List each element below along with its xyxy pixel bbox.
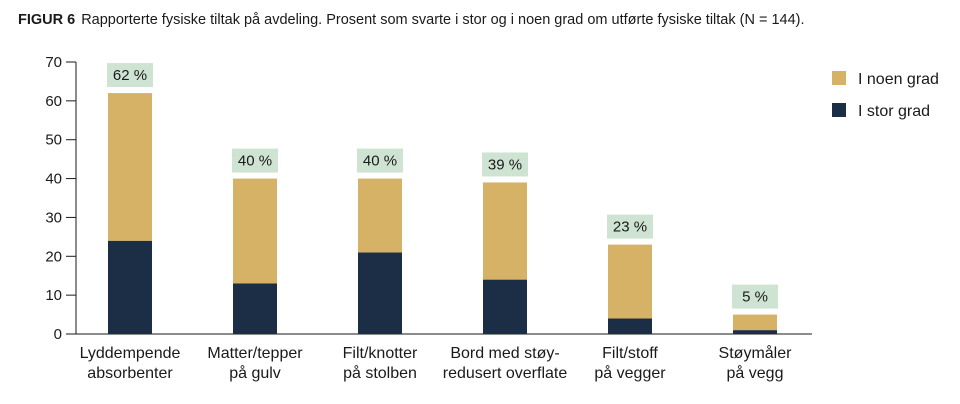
total-label-background [732,284,778,309]
legend-label: I stor grad [858,103,930,120]
bars: 62 % 40 % 40 % 39 % 23 % 5 % [107,63,778,334]
figure-number: FIGUR 6 [18,12,76,28]
bar-i-stor-grad [108,240,152,334]
x-axis-labels: Lyddempende absorbenter Matter/tepper på gu… [80,344,793,382]
total-data-label: 62 % [113,67,147,84]
total-label-background [357,148,403,173]
total-label-background [107,63,153,88]
bar-i-stor-grad [608,318,652,334]
y-tick-label: 50 [45,132,62,149]
legend-label: I noen grad [858,71,939,88]
legend-swatch [832,71,846,85]
figure-caption-text: Rapporterte fysiske tiltak på avdeling. … [81,12,805,28]
legend-swatch [832,103,846,117]
y-tick-label: 0 [54,326,62,343]
bar-i-stor-grad [733,330,777,334]
x-category-label: Filt/stoff [602,345,658,362]
bar-i-noen-grad [233,178,277,284]
bar-i-noen-grad [608,244,652,319]
total-data-label: 40 % [238,153,272,170]
bar-i-noen-grad [483,182,527,280]
total-label-background [607,214,653,239]
y-tick-label: 70 [45,54,62,71]
x-category-label: absorbenter [87,365,173,382]
x-category-label: Bord med støy- [450,345,559,362]
y-tick-label: 60 [45,93,62,110]
x-category-label: på gulv [229,364,281,382]
total-data-label: 40 % [363,153,397,170]
legend: I noen grad I stor grad [832,71,939,120]
x-category-label: Matter/tepper [207,345,303,362]
total-data-label: 5 % [742,289,768,306]
x-category-label: Filt/knotter [343,345,418,362]
y-tick-label: 20 [45,248,62,265]
y-tick-label: 30 [45,209,62,226]
x-category-label: på vegger [594,364,666,382]
bar-i-stor-grad [233,283,277,334]
bar-i-stor-grad [358,252,402,334]
total-label-background [482,152,528,177]
x-category-label: Støymåler [719,344,793,362]
x-category-label: Lyddempende [80,345,181,362]
total-label-background [232,148,278,173]
x-category-label: på stolben [343,364,417,382]
figure-caption: FIGUR 6 Rapporterte fysiske tiltak på avd… [18,12,948,28]
total-data-label: 39 % [488,156,522,173]
bar-i-stor-grad [483,279,527,334]
x-category-label: på vegg [727,364,784,382]
x-category-label: redusert overflate [443,365,568,382]
bar-i-noen-grad [108,93,152,241]
y-axis: 0 10 20 30 40 50 60 70 [45,54,812,343]
y-tick-label: 10 [45,287,62,304]
bar-i-noen-grad [733,314,777,331]
bar-i-noen-grad [358,178,402,253]
total-data-label: 23 % [613,219,647,236]
y-tick-label: 40 [45,171,62,188]
